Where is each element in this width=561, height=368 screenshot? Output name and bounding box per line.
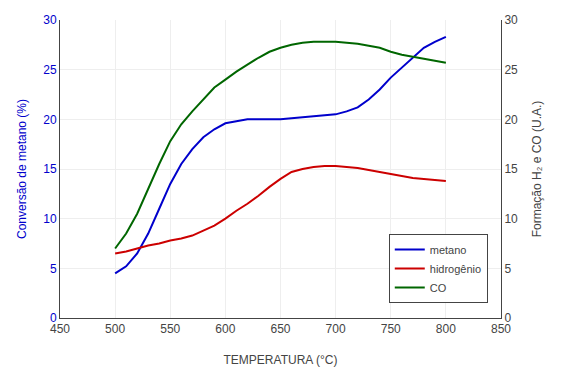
svg-text:550: 550 xyxy=(160,322,180,336)
svg-text:metano: metano xyxy=(430,244,467,256)
svg-text:650: 650 xyxy=(270,322,290,336)
svg-text:Formação H₂ e CO (U.A.): Formação H₂ e CO (U.A.) xyxy=(530,101,544,238)
svg-text:0: 0 xyxy=(504,311,511,325)
svg-text:0: 0 xyxy=(50,311,57,325)
svg-text:25: 25 xyxy=(504,63,518,77)
svg-text:10: 10 xyxy=(504,212,518,226)
svg-text:700: 700 xyxy=(326,322,346,336)
svg-text:450: 450 xyxy=(50,322,70,336)
svg-text:hidrogênio: hidrogênio xyxy=(430,263,481,275)
svg-text:5: 5 xyxy=(50,262,57,276)
svg-text:10: 10 xyxy=(43,212,57,226)
svg-text:15: 15 xyxy=(43,162,57,176)
svg-text:5: 5 xyxy=(504,262,511,276)
svg-text:Conversão de metano (%): Conversão de metano (%) xyxy=(15,99,29,239)
svg-text:800: 800 xyxy=(436,322,456,336)
svg-text:600: 600 xyxy=(215,322,235,336)
svg-text:15: 15 xyxy=(504,162,518,176)
svg-text:750: 750 xyxy=(381,322,401,336)
svg-text:30: 30 xyxy=(504,13,518,27)
svg-text:CO: CO xyxy=(430,282,447,294)
svg-text:20: 20 xyxy=(43,113,57,127)
svg-text:500: 500 xyxy=(105,322,125,336)
svg-text:850: 850 xyxy=(491,322,511,336)
svg-text:25: 25 xyxy=(43,63,57,77)
svg-text:20: 20 xyxy=(504,113,518,127)
svg-text:30: 30 xyxy=(43,13,57,27)
svg-text:TEMPERATURA (°C): TEMPERATURA (°C) xyxy=(224,353,338,367)
